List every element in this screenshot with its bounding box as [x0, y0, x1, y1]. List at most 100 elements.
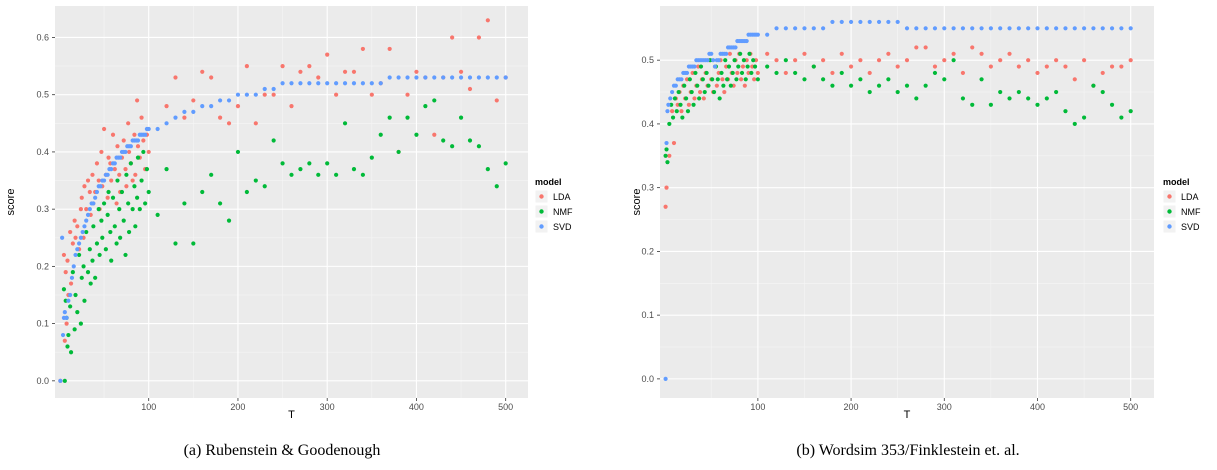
data-point-lda — [458, 69, 464, 74]
data-point-nmf — [1128, 109, 1133, 114]
data-point-lda — [218, 115, 223, 120]
y-tick-label: 0.5 — [36, 90, 49, 100]
data-point-lda — [65, 258, 70, 263]
data-point-nmf — [84, 229, 89, 235]
data-point-nmf — [139, 178, 144, 183]
data-point-nmf — [1026, 96, 1031, 101]
data-point-nmf — [118, 235, 123, 240]
data-point-svd — [298, 81, 303, 86]
data-point-nmf — [783, 58, 788, 63]
data-point-lda — [126, 149, 132, 155]
data-point-nmf — [432, 98, 437, 103]
data-point-svd — [755, 32, 760, 37]
data-point-svd — [1035, 26, 1040, 31]
data-point-nmf — [137, 207, 142, 212]
data-point-nmf — [467, 138, 473, 143]
data-point-nmf — [209, 172, 214, 177]
data-point-nmf — [970, 102, 975, 107]
data-point-nmf — [667, 121, 672, 127]
data-point-lda — [923, 45, 928, 50]
data-point-svd — [811, 26, 816, 31]
x-tick-label: 300 — [320, 402, 335, 412]
data-point-svd — [164, 121, 169, 126]
data-point-svd — [94, 189, 100, 195]
data-point-svd — [75, 247, 80, 252]
data-point-lda — [742, 83, 747, 88]
data-point-lda — [298, 69, 303, 74]
data-point-lda — [84, 207, 89, 212]
data-point-svd — [679, 77, 684, 82]
data-point-nmf — [711, 89, 717, 95]
legend-title: model — [1163, 177, 1190, 187]
legend-key-svd — [539, 224, 544, 229]
legend-label-lda: LDA — [553, 192, 571, 202]
legend-key-lda — [539, 194, 544, 199]
data-point-lda — [998, 58, 1003, 63]
plot-panel — [55, 6, 528, 398]
data-point-nmf — [685, 109, 691, 114]
data-point-svd — [692, 64, 697, 69]
data-point-lda — [755, 70, 760, 76]
data-point-nmf — [1044, 96, 1049, 101]
data-point-svd — [716, 58, 721, 63]
data-point-lda — [774, 58, 779, 63]
legend-key-nmf — [1167, 209, 1172, 214]
x-tick-label: 300 — [937, 402, 952, 412]
data-point-svd — [128, 144, 133, 149]
data-point-svd — [1026, 26, 1031, 31]
data-point-nmf — [698, 64, 704, 69]
data-point-nmf — [66, 332, 71, 338]
data-point-svd — [441, 75, 446, 80]
data-point-svd — [191, 109, 196, 114]
data-point-nmf — [68, 304, 73, 309]
data-point-lda — [494, 98, 499, 103]
data-point-lda — [96, 178, 101, 183]
data-point-svd — [71, 264, 76, 269]
data-point-svd — [87, 207, 92, 212]
data-point-svd — [78, 235, 83, 240]
data-point-lda — [697, 89, 703, 95]
data-point-svd — [709, 51, 714, 56]
data-point-svd — [80, 229, 85, 235]
data-point-svd — [91, 201, 96, 206]
data-point-nmf — [72, 327, 77, 332]
data-point-svd — [998, 26, 1003, 31]
data-point-nmf — [765, 64, 770, 69]
data-point-lda — [988, 64, 993, 69]
data-point-nmf — [289, 172, 294, 177]
data-point-lda — [271, 92, 276, 97]
data-point-svd — [664, 140, 669, 146]
data-point-nmf — [858, 77, 863, 82]
data-point-svd — [98, 184, 103, 189]
data-point-lda — [970, 45, 975, 50]
data-point-nmf — [97, 252, 102, 258]
data-point-svd — [73, 252, 78, 258]
data-point-svd — [262, 86, 267, 92]
data-point-svd — [663, 376, 668, 381]
data-point-svd — [711, 58, 716, 63]
x-axis-title: T — [904, 409, 911, 421]
data-point-nmf — [691, 102, 696, 107]
data-point-lda — [73, 235, 78, 240]
data-point-svd — [712, 64, 718, 69]
data-point-svd — [783, 26, 788, 31]
data-point-lda — [209, 75, 214, 80]
data-point-lda — [68, 229, 73, 235]
data-point-nmf — [1007, 96, 1012, 101]
data-point-lda — [432, 132, 437, 137]
data-point-lda — [667, 153, 672, 158]
data-point-nmf — [749, 70, 754, 76]
data-point-nmf — [244, 189, 249, 195]
data-point-svd — [485, 75, 490, 80]
data-point-svd — [774, 26, 779, 31]
data-point-svd — [316, 81, 321, 86]
data-point-svd — [218, 98, 223, 103]
data-point-svd — [244, 92, 249, 97]
data-point-lda — [692, 96, 697, 101]
data-point-nmf — [1100, 89, 1105, 95]
data-point-lda — [325, 52, 330, 57]
data-point-svd — [450, 75, 455, 80]
data-point-nmf — [998, 89, 1003, 95]
data-point-lda — [1119, 64, 1124, 69]
